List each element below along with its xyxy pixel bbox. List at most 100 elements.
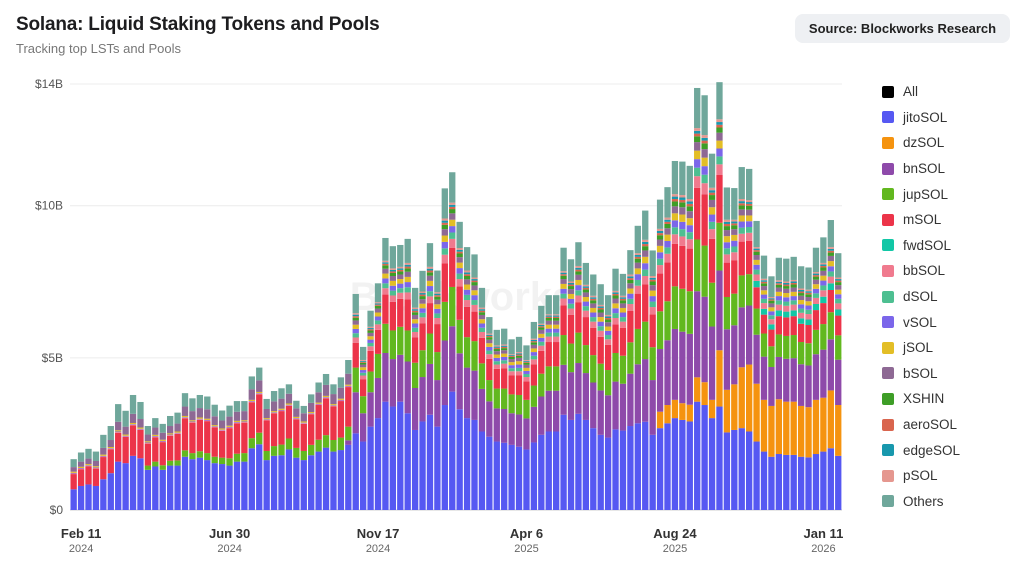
bar-segment-mSOL[interactable] [515, 375, 523, 395]
bar-segment-jitoSOL[interactable] [70, 489, 77, 510]
bar-segment-jupSOL[interactable] [382, 323, 389, 353]
bar-segment-bnSOL[interactable] [649, 380, 656, 435]
bar-segment-pSOL[interactable] [746, 200, 753, 203]
bar-segment-jSOL[interactable] [70, 471, 77, 473]
bar-segment-bnSOL[interactable] [352, 392, 359, 434]
bar-segment-mSOL[interactable] [152, 437, 159, 462]
bar-segment-jitoSOL[interactable] [501, 442, 508, 510]
bar-segment-bSOL[interactable] [300, 413, 307, 422]
bar-segment-jitoSOL[interactable] [746, 431, 753, 510]
bar-segment-vSOL[interactable] [679, 221, 686, 230]
bar-segment-jupSOL[interactable] [174, 460, 181, 466]
bar-segment-dSOL[interactable] [642, 269, 649, 276]
bar-segment-mSOL[interactable] [189, 422, 196, 454]
bar-segment-jupSOL[interactable] [463, 337, 471, 368]
bar-segment-vSOL[interactable] [723, 242, 731, 249]
bar-segment-vSOL[interactable] [582, 301, 590, 307]
bar-segment-pSOL[interactable] [463, 270, 471, 273]
bar-segment-vSOL[interactable] [441, 241, 448, 249]
bar-segment-vSOL[interactable] [604, 330, 612, 336]
bar-segment-bSOL[interactable] [783, 288, 790, 294]
bar-segment-mSOL[interactable] [233, 423, 241, 454]
bar-segment-pSOL[interactable] [679, 195, 686, 198]
bar-segment-dSOL[interactable] [553, 332, 560, 337]
bar-segment-jitoSOL[interactable] [181, 456, 189, 510]
bar-segment-jSOL[interactable] [367, 336, 374, 340]
bar-segment-jSOL[interactable] [738, 215, 745, 222]
bar-segment-Others[interactable] [746, 168, 753, 201]
bar-segment-dSOL[interactable] [471, 300, 478, 305]
bar-segment-edgeSOL[interactable] [567, 283, 575, 285]
bar-segment-jSOL[interactable] [790, 291, 797, 297]
bar-segment-mSOL[interactable] [797, 323, 805, 343]
bar-segment-bnSOL[interactable] [530, 406, 538, 443]
bar-segment-Others[interactable] [805, 267, 812, 290]
bar-segment-vSOL[interactable] [597, 321, 604, 327]
bar-segment-pSOL[interactable] [478, 307, 486, 310]
legend-item-jitoSOL[interactable]: jitoSOL [882, 105, 960, 131]
bar-segment-jupSOL[interactable] [196, 451, 204, 458]
bar-segment-jupSOL[interactable] [330, 440, 337, 452]
bar-segment-aeroSOL[interactable] [575, 269, 582, 272]
bar-segment-jitoSOL[interactable] [478, 431, 486, 510]
bar-segment-bbSOL[interactable] [590, 321, 597, 328]
bar-segment-bSOL[interactable] [419, 299, 426, 304]
bar-segment-Others[interactable] [434, 270, 441, 293]
bar-segment-jSOL[interactable] [575, 279, 582, 286]
bar-segment-XSHIN[interactable] [805, 294, 812, 297]
bar-segment-mSOL[interactable] [397, 298, 404, 327]
bar-segment-bnSOL[interactable] [612, 381, 619, 430]
bar-segment-jupSOL[interactable] [263, 450, 270, 461]
bar-segment-XSHIN[interactable] [649, 281, 656, 286]
legend-item-edgeSOL[interactable]: edgeSOL [882, 437, 960, 463]
bar-segment-edgeSOL[interactable] [612, 292, 619, 294]
bar-segment-edgeSOL[interactable] [471, 279, 478, 281]
bar-segment-dSOL[interactable] [389, 290, 397, 296]
bar-segment-jitoSOL[interactable] [649, 434, 656, 510]
bar-segment-jSOL[interactable] [159, 439, 166, 441]
bar-segment-Others[interactable] [330, 384, 337, 395]
bar-segment-vSOL[interactable] [411, 323, 419, 328]
bar-segment-Others[interactable] [345, 359, 352, 374]
bar-segment-Others[interactable] [337, 377, 345, 388]
bar-segment-bSOL[interactable] [263, 408, 270, 419]
bar-segment-bbSOL[interactable] [612, 318, 619, 325]
bar-segment-mSOL[interactable] [441, 263, 448, 302]
bar-segment-bbSOL[interactable] [115, 432, 122, 433]
bar-segment-dzSOL[interactable] [679, 403, 686, 420]
bar-segment-bSOL[interactable] [315, 392, 322, 403]
bar-segment-jSOL[interactable] [278, 408, 285, 410]
bar-segment-jupSOL[interactable] [634, 328, 641, 365]
bar-segment-mSOL[interactable] [694, 187, 701, 240]
bar-segment-bSOL[interactable] [545, 320, 552, 325]
bar-segment-jSOL[interactable] [694, 150, 701, 160]
bar-segment-bbSOL[interactable] [218, 430, 226, 431]
bar-segment-aeroSOL[interactable] [805, 292, 812, 295]
bar-segment-Others[interactable] [107, 426, 114, 441]
bar-segment-bbSOL[interactable] [545, 336, 552, 343]
bar-segment-jitoSOL[interactable] [441, 405, 448, 510]
bar-segment-edgeSOL[interactable] [827, 248, 834, 251]
bar-segment-Others[interactable] [322, 373, 330, 385]
bar-segment-edgeSOL[interactable] [538, 324, 545, 327]
bar-segment-jitoSOL[interactable] [226, 465, 233, 510]
bar-segment-bSOL[interactable] [501, 350, 508, 354]
bar-segment-jitoSOL[interactable] [768, 456, 775, 510]
bar-segment-edgeSOL[interactable] [820, 264, 827, 266]
bar-segment-aeroSOL[interactable] [797, 291, 805, 294]
bar-segment-vSOL[interactable] [716, 148, 723, 157]
bar-segment-jupSOL[interactable] [486, 380, 493, 402]
bar-segment-bSOL[interactable] [137, 419, 144, 428]
bar-segment-bSOL[interactable] [634, 262, 641, 269]
bar-segment-bbSOL[interactable] [85, 465, 92, 467]
bar-segment-Others[interactable] [85, 448, 92, 459]
bar-segment-bSOL[interactable] [768, 303, 775, 308]
bar-segment-jSOL[interactable] [671, 213, 679, 221]
bar-segment-Others[interactable] [731, 188, 738, 220]
bar-segment-bbSOL[interactable] [760, 303, 768, 309]
bar-segment-XSHIN[interactable] [701, 143, 708, 150]
bar-segment-bnSOL[interactable] [523, 418, 530, 450]
bar-segment-bnSOL[interactable] [501, 408, 508, 443]
bar-segment-bnSOL[interactable] [434, 380, 441, 427]
bar-segment-XSHIN[interactable] [374, 305, 382, 309]
